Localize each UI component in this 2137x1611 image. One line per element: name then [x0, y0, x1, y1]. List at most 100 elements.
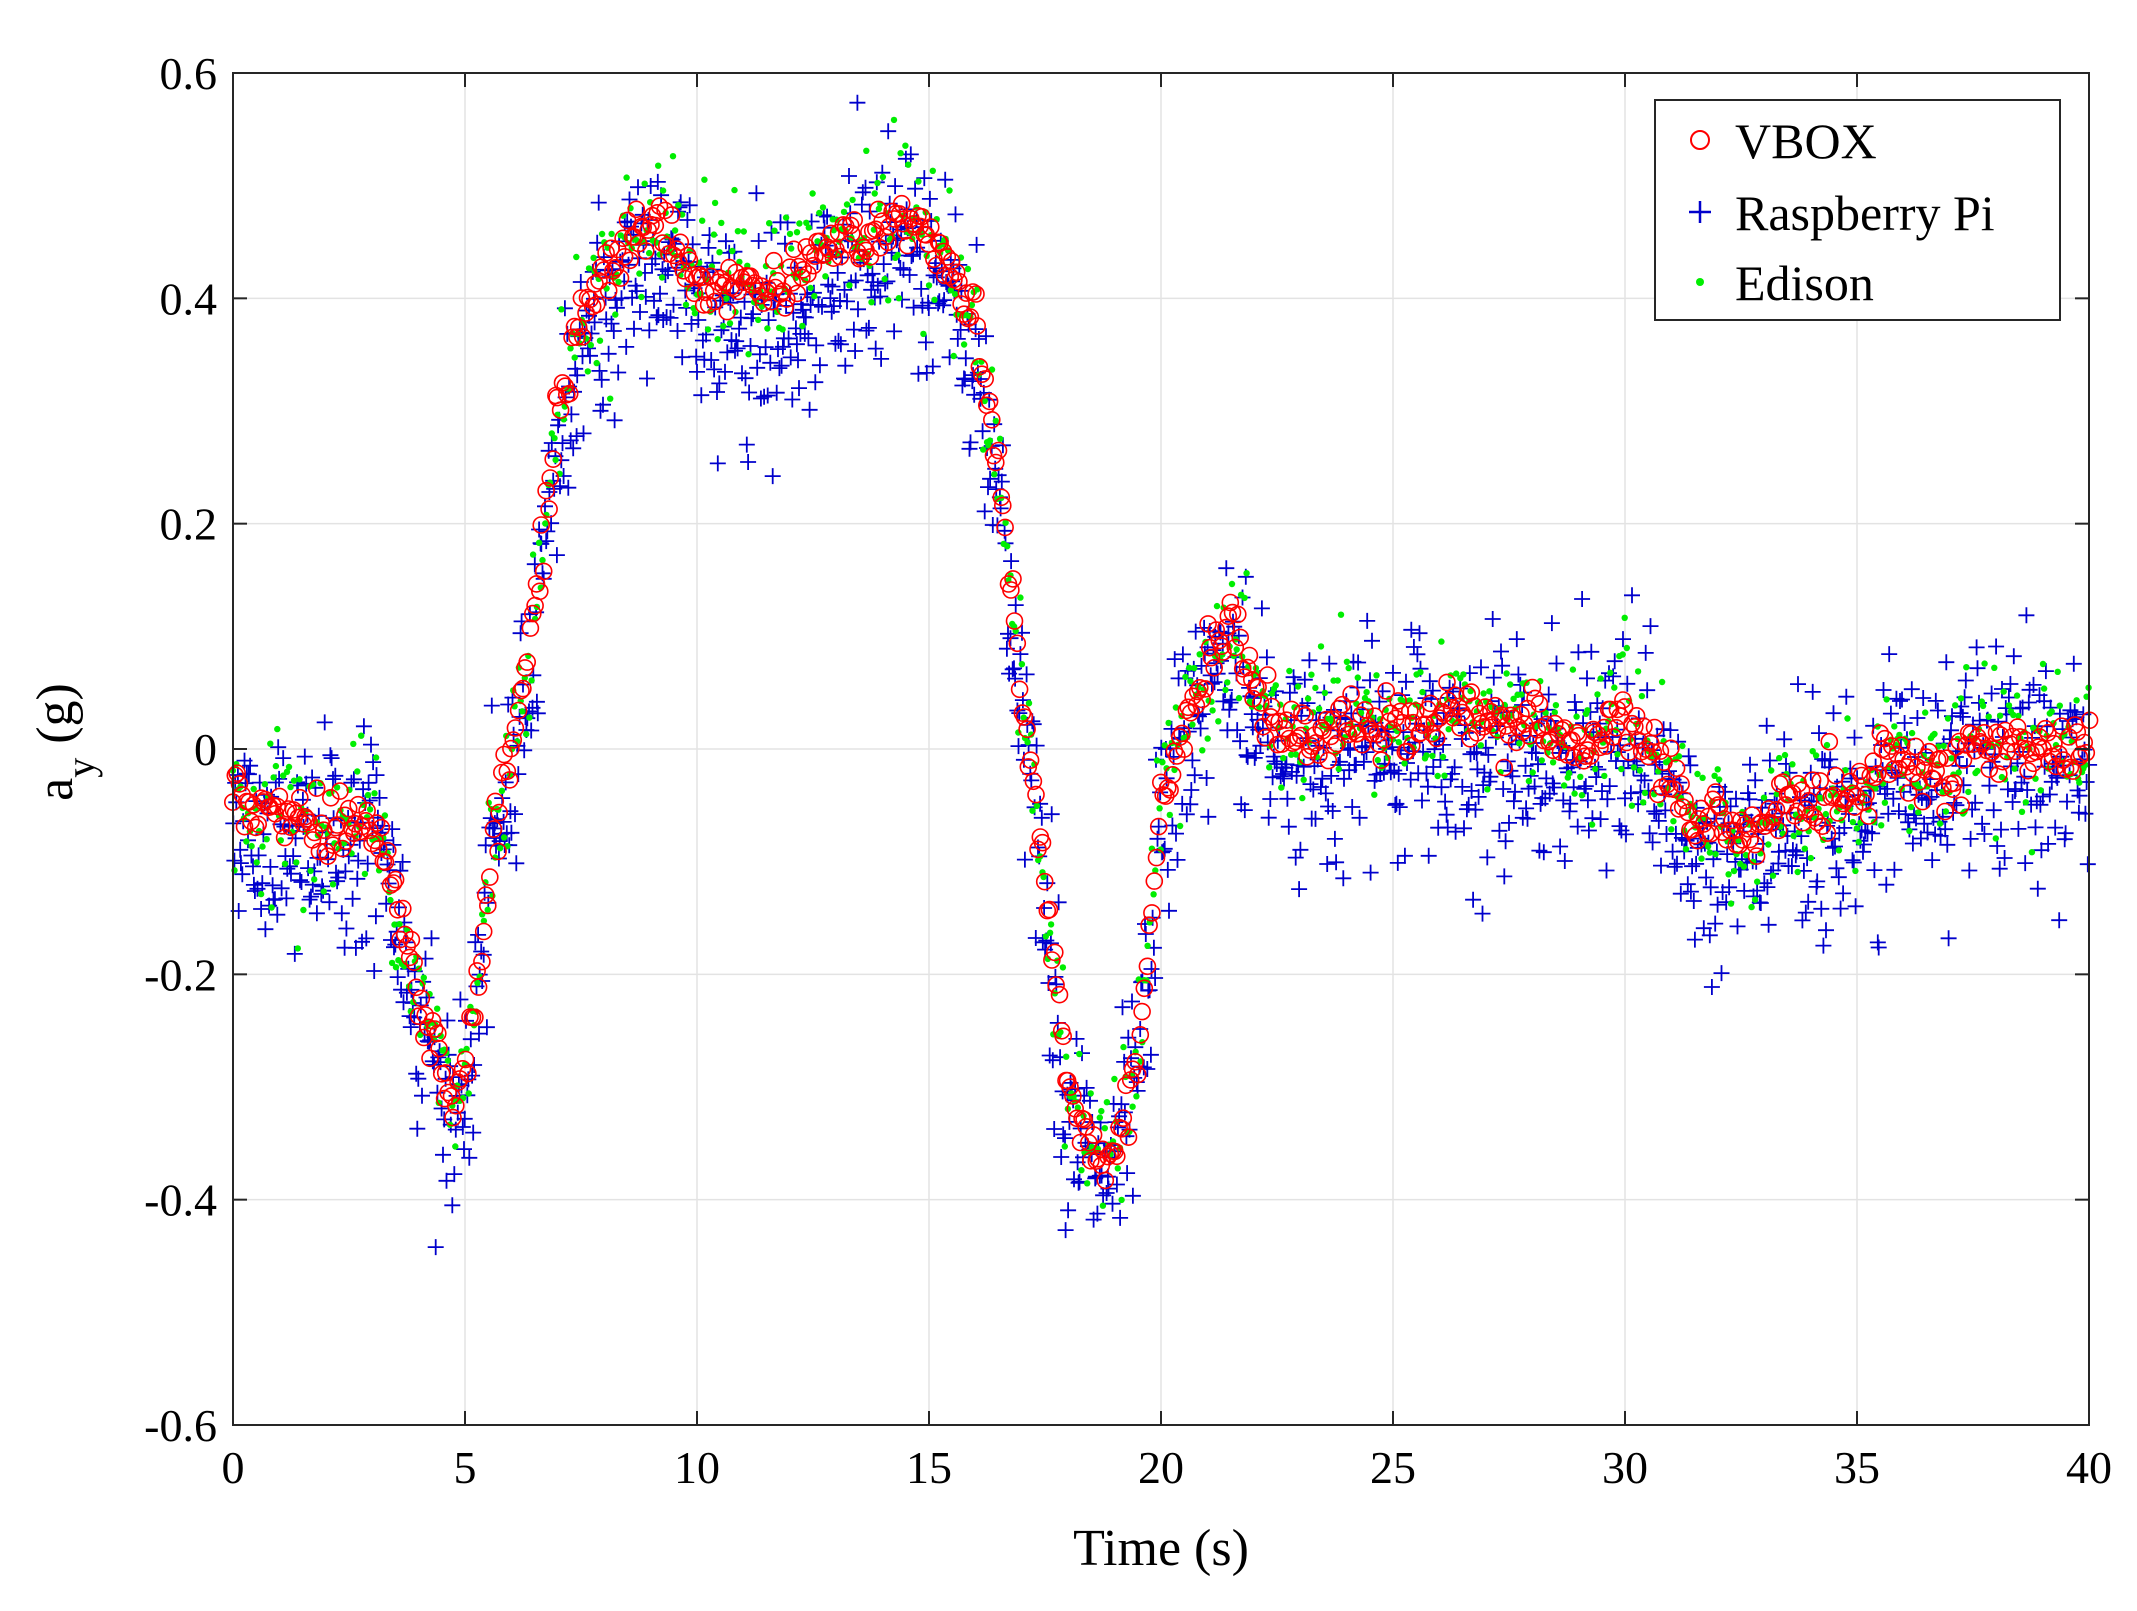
vbox-point [407, 978, 426, 997]
vbox-point [714, 276, 732, 295]
edison-point [952, 291, 959, 298]
edison-point [2015, 712, 2022, 720]
edison-point [840, 208, 848, 216]
raspberry-pi-point [2047, 819, 2064, 836]
y-tick-label: 0.6 [160, 48, 218, 99]
raspberry-pi-point [1147, 970, 1164, 986]
raspberry-pi-point [572, 274, 589, 290]
raspberry-pi-point [371, 789, 388, 806]
raspberry-pi-point [758, 274, 775, 291]
edison-point [529, 551, 537, 558]
raspberry-pi-point [824, 278, 841, 295]
raspberry-pi-point [2010, 820, 2027, 837]
raspberry-pi-point [1335, 870, 1352, 887]
raspberry-pi-point [462, 1031, 479, 1048]
edison-point [1057, 1029, 1064, 1036]
raspberry-pi-point [791, 380, 807, 397]
raspberry-pi-point [323, 750, 340, 767]
vbox-point [1075, 1110, 1093, 1129]
raspberry-pi-point [508, 855, 525, 872]
vbox-point [892, 194, 911, 213]
raspberry-pi-point [262, 858, 279, 875]
raspberry-pi-point [690, 312, 707, 328]
raspberry-pi-point [709, 455, 726, 472]
raspberry-pi-point [461, 1149, 478, 1166]
vbox-point [289, 808, 308, 827]
edison-point [1565, 770, 1573, 777]
raspberry-pi-point [657, 267, 674, 283]
raspberry-pi-point [797, 309, 814, 326]
raspberry-pi-point [2018, 607, 2035, 624]
vbox-point [521, 619, 540, 637]
edison-point [2000, 688, 2007, 695]
raspberry-pi-point [759, 387, 776, 404]
vbox-point [290, 788, 309, 807]
edison-point [671, 227, 679, 234]
raspberry-pi-point [226, 852, 243, 869]
raspberry-pi-point [355, 718, 372, 735]
edison-point [407, 1008, 414, 1015]
edison-point [1334, 677, 1341, 684]
raspberry-pi-point [1729, 918, 1746, 935]
raspberry-pi-point [1174, 646, 1191, 663]
raspberry-pi-point [452, 991, 469, 1008]
y-tick-label: -0.6 [144, 1400, 217, 1451]
edison-point [263, 836, 270, 843]
raspberry-pi-point [1150, 818, 1167, 835]
edison-point [771, 227, 778, 234]
vbox-point [1530, 695, 1549, 713]
vbox-point [473, 952, 491, 971]
edison-point [1111, 1075, 1118, 1083]
y-axis-title-unit: (g) [27, 683, 84, 744]
raspberry-pi-point [417, 950, 434, 967]
raspberry-pi-point [1027, 930, 1044, 946]
edison-point [361, 870, 369, 878]
edison-point [1525, 777, 1533, 785]
vbox-point [1818, 824, 1837, 842]
edison-point [1152, 867, 1159, 874]
vbox-point [986, 453, 1005, 472]
vbox-point [1635, 717, 1653, 736]
raspberry-pi-point [709, 384, 725, 400]
vbox-point [919, 235, 938, 253]
edison-point [1944, 715, 1952, 722]
raspberry-pi-point [1281, 684, 1298, 701]
vbox-point [996, 518, 1014, 537]
raspberry-pi-point [1653, 857, 1669, 874]
raspberry-pi-point [1114, 999, 1131, 1016]
raspberry-pi-point [639, 370, 655, 387]
edison-point [1510, 695, 1517, 702]
raspberry-pi-point [860, 319, 877, 336]
vbox-point [1723, 811, 1742, 830]
raspberry-pi-point [1499, 753, 1516, 770]
raspberry-pi-point [1364, 632, 1380, 649]
vbox-point [982, 410, 1001, 429]
raspberry-pi-point [1124, 1187, 1141, 1204]
raspberry-pi-point [756, 388, 773, 405]
vbox-point [804, 256, 823, 275]
raspberry-pi-point [978, 328, 994, 345]
raspberry-pi-point [1010, 738, 1027, 755]
edison-point [1084, 1180, 1091, 1187]
edison-point [843, 201, 851, 208]
edison-point [736, 258, 743, 266]
vbox-point [648, 204, 667, 222]
vbox-point [1645, 718, 1664, 737]
edison-point [615, 278, 622, 286]
edison-point [1765, 841, 1772, 848]
edison-point [287, 783, 294, 791]
raspberry-pi-point [1940, 930, 1957, 947]
raspberry-pi-point [737, 370, 754, 387]
raspberry-pi-point [993, 473, 1010, 490]
vbox-point [1710, 798, 1729, 817]
edison-point [1150, 891, 1157, 898]
edison-point [981, 397, 988, 405]
raspberry-pi-point [1112, 1209, 1129, 1226]
edison-point [1159, 759, 1166, 766]
edison-point [782, 214, 790, 221]
edison-point [1224, 679, 1231, 686]
raspberry-pi-point [1943, 722, 1959, 739]
raspberry-pi-point [683, 315, 700, 332]
raspberry-pi-point [655, 312, 672, 328]
edison-point [1573, 713, 1580, 720]
